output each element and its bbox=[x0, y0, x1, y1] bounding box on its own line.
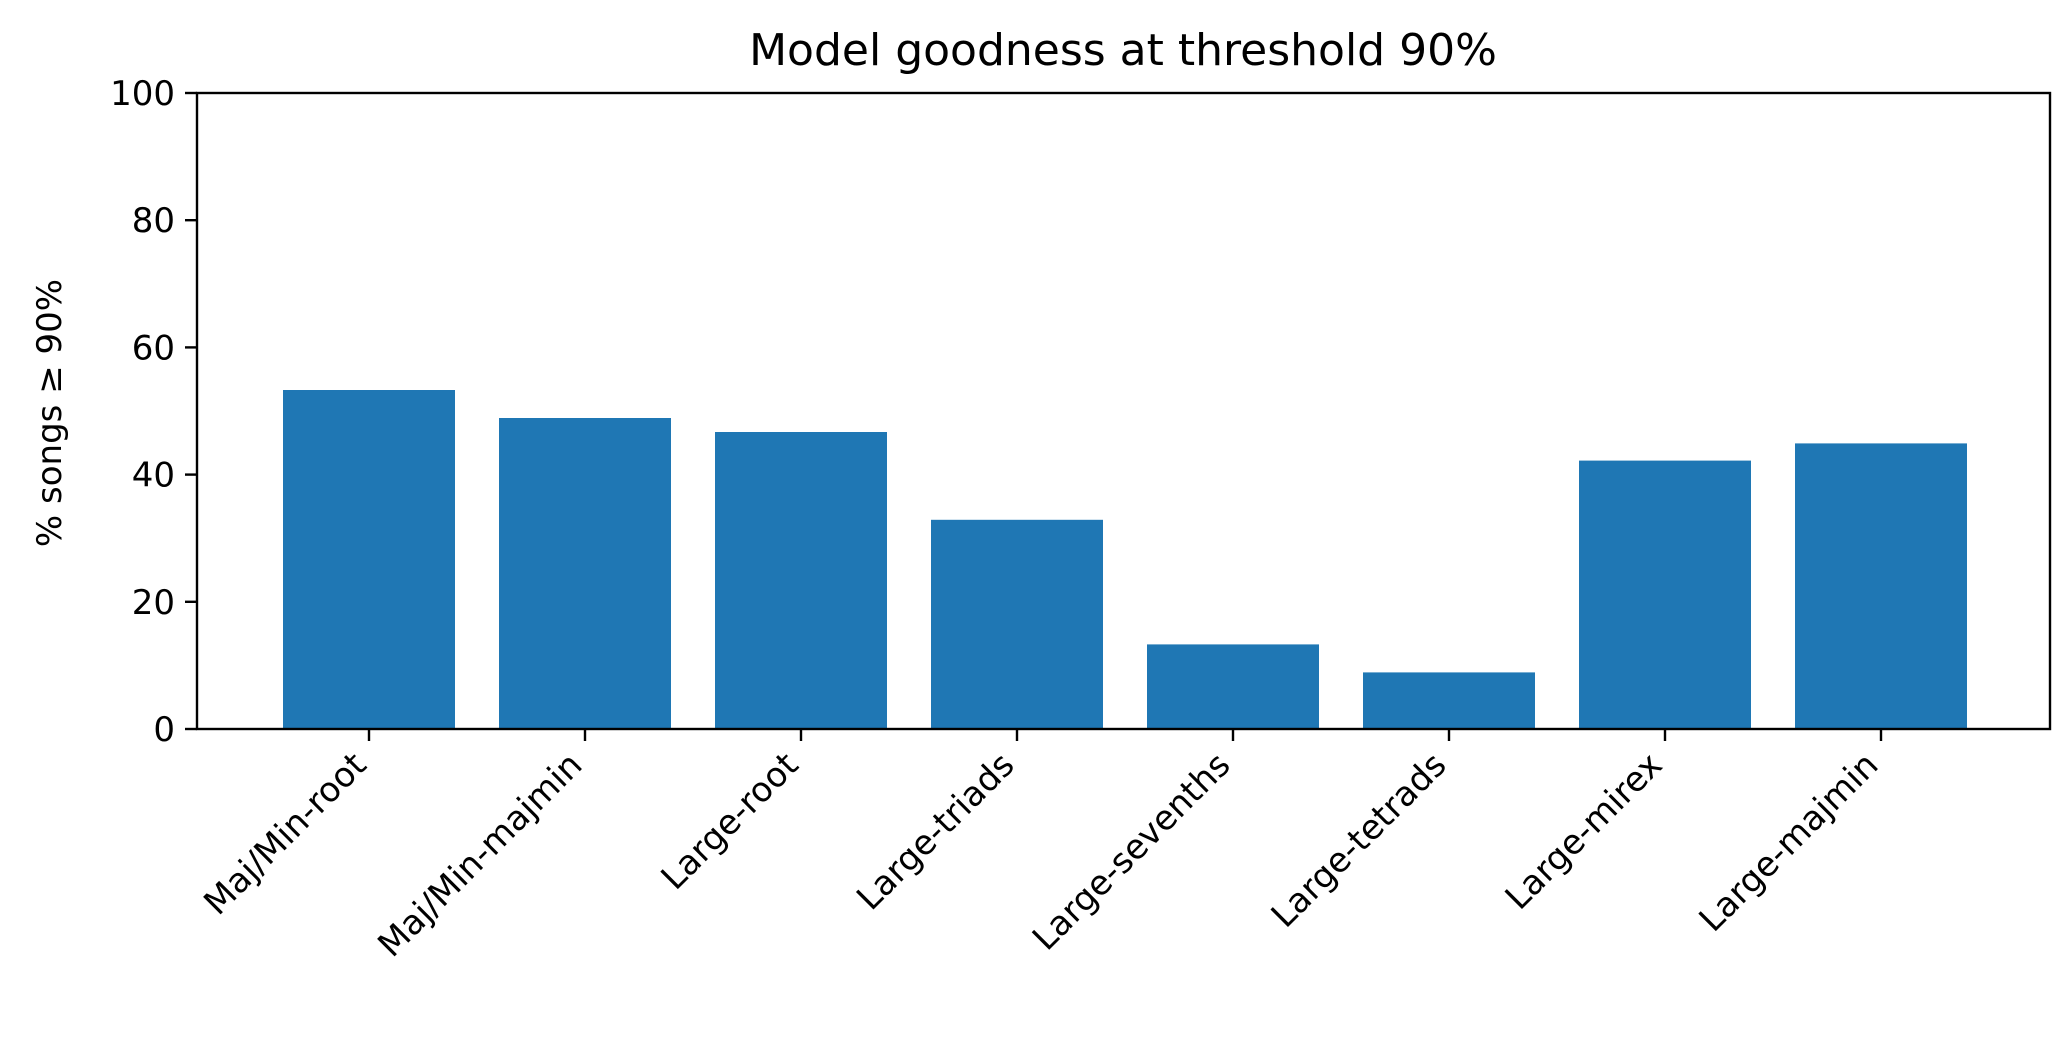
x-tick-label-large-root: Large-root bbox=[654, 745, 807, 898]
y-tick-label-80: 80 bbox=[132, 201, 175, 241]
bar-large-triads bbox=[931, 519, 1103, 729]
bar-maj-min-majmin bbox=[499, 418, 671, 729]
y-tick-label-40: 40 bbox=[132, 456, 175, 496]
bar-large-sevenths bbox=[1147, 644, 1319, 729]
bar-large-tetrads bbox=[1363, 672, 1535, 729]
bar-large-root bbox=[715, 432, 887, 729]
chart-title: Model goodness at threshold 90% bbox=[749, 25, 1497, 76]
plot-frame bbox=[195, 91, 2052, 731]
y-tick-label-20: 20 bbox=[132, 583, 175, 623]
y-axis-label: % songs ≥ 90% bbox=[30, 279, 70, 547]
x-tick-label-maj-min-majmin: Maj/Min-majmin bbox=[370, 745, 590, 965]
y-ticks-layer: 0 20 40 60 80 100 bbox=[110, 74, 197, 750]
x-tick-label-maj-min-root: Maj/Min-root bbox=[196, 745, 374, 923]
x-tick-label-large-sevenths: Large-sevenths bbox=[1025, 745, 1238, 958]
axes-layer bbox=[195, 91, 2052, 731]
x-tick-label-large-mirex: Large-mirex bbox=[1498, 745, 1671, 918]
x-tick-label-large-majmin: Large-majmin bbox=[1692, 745, 1887, 940]
x-tick-label-large-triads: Large-triads bbox=[849, 745, 1022, 918]
bar-large-mirex bbox=[1579, 460, 1751, 729]
x-tick-label-large-tetrads: Large-tetrads bbox=[1264, 745, 1455, 936]
y-tick-label-60: 60 bbox=[132, 328, 175, 368]
y-tick-label-0: 0 bbox=[153, 710, 175, 750]
bar-large-majmin bbox=[1795, 443, 1967, 729]
y-tick-label-100: 100 bbox=[110, 74, 175, 114]
bars-layer bbox=[283, 390, 1967, 729]
bar-maj-min-root bbox=[283, 390, 455, 729]
